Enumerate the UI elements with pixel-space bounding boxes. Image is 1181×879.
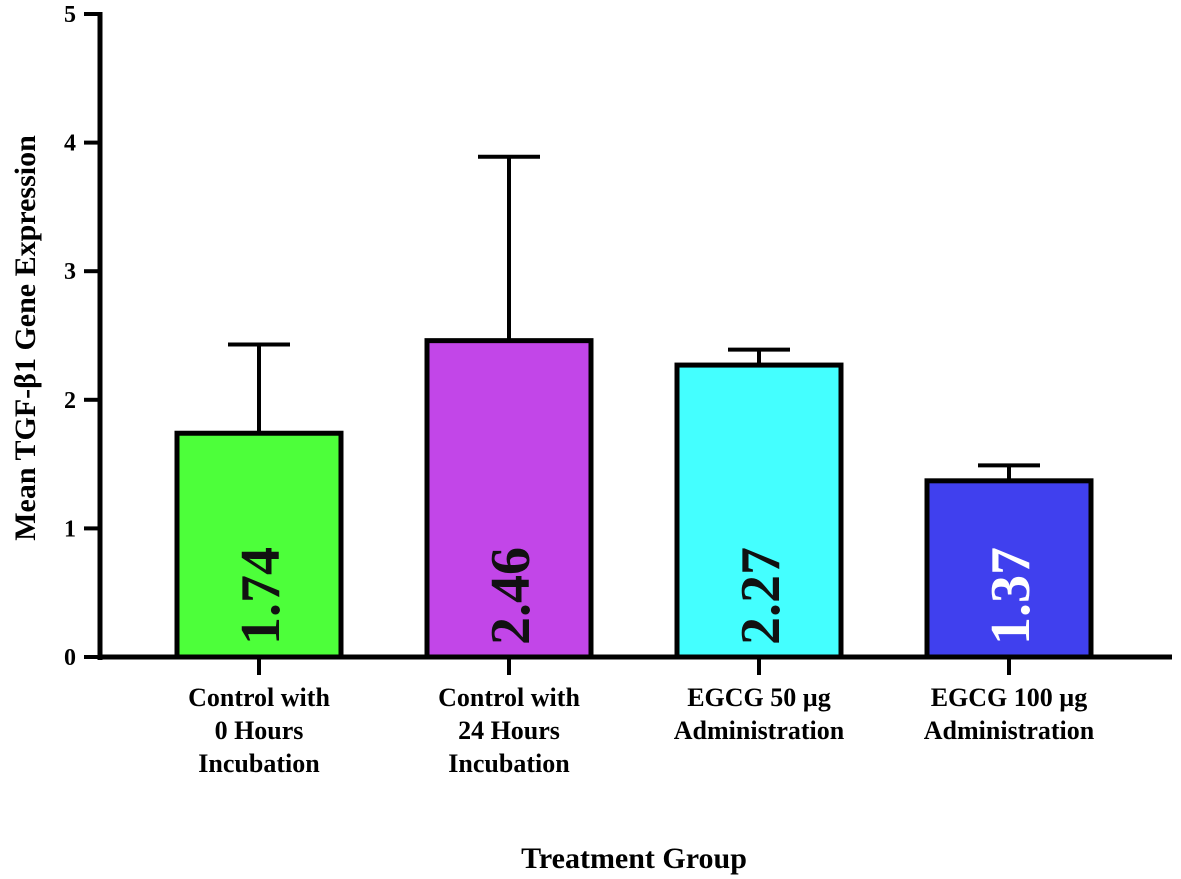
y-tick-label: 3 [64, 259, 76, 285]
x-tick-label: EGCG 50 µg [687, 683, 831, 712]
y-tick-label: 0 [64, 645, 76, 671]
x-axis-title: Treatment Group [521, 842, 747, 875]
labels: 1.74 Control with 0 Hours Incubation 2.46 Con… [188, 547, 1095, 778]
y-axis-title: Mean TGF-β1 Gene Expression [9, 135, 42, 541]
y-tick-label: 4 [64, 131, 76, 157]
x-tick-label: Administration [924, 716, 1095, 745]
bars [174, 154, 1094, 660]
y-tick-label: 5 [64, 2, 76, 28]
bar [674, 362, 844, 660]
x-tick-label: Incubation [198, 749, 320, 778]
y-tick-label: 2 [64, 388, 76, 414]
value-label: 2.46 [480, 547, 542, 645]
x-tick-label: Control with [188, 683, 330, 712]
x-tick-label: 0 Hours [215, 716, 304, 745]
value-label: 1.37 [980, 547, 1042, 645]
bar [924, 478, 1094, 660]
bar [174, 430, 344, 660]
x-tick-label: Administration [674, 716, 845, 745]
x-tick-label: Incubation [448, 749, 570, 778]
value-label: 1.74 [230, 547, 292, 645]
y-tick-label: 1 [64, 516, 76, 542]
bar [424, 338, 594, 660]
value-label: 2.27 [730, 547, 792, 645]
x-tick-label: 24 Hours [458, 716, 560, 745]
x-tick-label: Control with [438, 683, 580, 712]
x-tick-label: EGCG 100 µg [931, 683, 1088, 712]
